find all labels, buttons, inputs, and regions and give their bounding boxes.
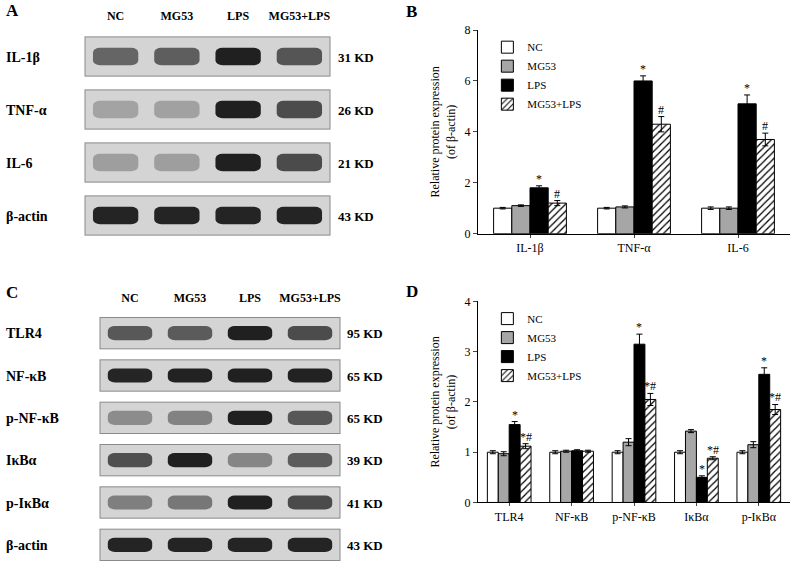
svg-text:*#: *# bbox=[644, 379, 656, 393]
svg-text:43 KD: 43 KD bbox=[347, 538, 383, 553]
svg-text:NC: NC bbox=[107, 9, 124, 23]
svg-text:TLR4: TLR4 bbox=[495, 510, 524, 524]
svg-text:0: 0 bbox=[465, 496, 471, 510]
svg-text:2: 2 bbox=[465, 176, 471, 190]
svg-text:IL-6: IL-6 bbox=[6, 156, 32, 171]
svg-text:NC: NC bbox=[121, 291, 138, 305]
svg-text:1: 1 bbox=[465, 445, 471, 459]
svg-text:*: * bbox=[512, 408, 518, 422]
svg-text:MG53: MG53 bbox=[161, 9, 194, 23]
svg-text:MG53+LPS: MG53+LPS bbox=[279, 291, 341, 305]
svg-text:*: * bbox=[744, 81, 750, 95]
svg-text:β-actin: β-actin bbox=[6, 538, 48, 553]
svg-text:95 KD: 95 KD bbox=[347, 326, 383, 341]
svg-text:IκBα: IκBα bbox=[6, 453, 37, 468]
svg-text:LPS: LPS bbox=[227, 9, 249, 23]
svg-text:LPS: LPS bbox=[527, 351, 546, 363]
svg-text:LPS: LPS bbox=[527, 79, 546, 91]
html-text:B: B bbox=[406, 2, 418, 21]
svg-text:LPS: LPS bbox=[239, 291, 261, 305]
svg-text:*: * bbox=[640, 62, 646, 76]
svg-text:IκBα: IκBα bbox=[684, 510, 709, 524]
svg-text:C: C bbox=[6, 283, 18, 302]
svg-text:MG53: MG53 bbox=[527, 60, 556, 72]
svg-text:8: 8 bbox=[465, 23, 471, 37]
svg-text:TNF-α: TNF-α bbox=[6, 103, 47, 118]
svg-text:NC: NC bbox=[527, 313, 542, 325]
svg-text:65 KD: 65 KD bbox=[347, 369, 383, 384]
svg-text:65 KD: 65 KD bbox=[347, 411, 383, 426]
svg-text:*: * bbox=[536, 172, 542, 186]
svg-text:NC: NC bbox=[527, 41, 542, 53]
svg-text:#: # bbox=[554, 187, 560, 201]
svg-text:#: # bbox=[658, 103, 664, 117]
svg-text:*: * bbox=[699, 462, 705, 476]
svg-text:MG53+LPS: MG53+LPS bbox=[527, 370, 581, 382]
svg-text:p-IκBα: p-IκBα bbox=[6, 496, 49, 511]
svg-text:*#: *# bbox=[520, 430, 532, 444]
svg-text:MG53+LPS: MG53+LPS bbox=[269, 9, 331, 23]
svg-text:#: # bbox=[762, 119, 768, 133]
svg-text:p-NF-κB: p-NF-κB bbox=[6, 411, 59, 426]
svg-text:p-NF-κB: p-NF-κB bbox=[612, 510, 655, 524]
svg-text:43 KD: 43 KD bbox=[338, 209, 374, 224]
svg-text:6: 6 bbox=[465, 74, 471, 88]
svg-text:p-IκBα: p-IκBα bbox=[742, 510, 777, 524]
svg-text:TLR4: TLR4 bbox=[6, 326, 42, 341]
svg-text:2: 2 bbox=[465, 395, 471, 409]
svg-text:*: * bbox=[636, 320, 642, 334]
svg-text:4: 4 bbox=[465, 295, 471, 309]
svg-text:*: * bbox=[761, 354, 767, 368]
svg-text:Relative protein expression(of: Relative protein expression(of β-actin) bbox=[428, 66, 458, 197]
svg-text:NF-κB: NF-κB bbox=[6, 369, 46, 384]
svg-text:41 KD: 41 KD bbox=[347, 496, 383, 511]
svg-text:*#: *# bbox=[707, 443, 719, 457]
svg-text:IL-6: IL-6 bbox=[727, 241, 748, 255]
svg-text:0: 0 bbox=[465, 227, 471, 241]
svg-text:IL-1β: IL-1β bbox=[6, 50, 40, 65]
svg-text:4: 4 bbox=[465, 125, 471, 139]
svg-text:21 KD: 21 KD bbox=[338, 156, 374, 171]
svg-text:MG53+LPS: MG53+LPS bbox=[527, 98, 581, 110]
svg-text:A: A bbox=[6, 1, 19, 20]
svg-text:39 KD: 39 KD bbox=[347, 453, 383, 468]
svg-text:TNF-α: TNF-α bbox=[618, 241, 652, 255]
svg-text:26 KD: 26 KD bbox=[338, 103, 374, 118]
svg-text:MG53: MG53 bbox=[174, 291, 207, 305]
svg-text:*#: *# bbox=[769, 390, 781, 404]
html-text:D: D bbox=[406, 282, 419, 301]
svg-text:β-actin: β-actin bbox=[6, 209, 48, 224]
svg-text:3: 3 bbox=[465, 345, 471, 359]
svg-text:Relative protein expression(of: Relative protein expression(of β-actin) bbox=[428, 336, 458, 467]
svg-text:NF-κB: NF-κB bbox=[555, 510, 588, 524]
svg-text:MG53: MG53 bbox=[527, 332, 556, 344]
svg-text:31 KD: 31 KD bbox=[338, 50, 374, 65]
svg-text:IL-1β: IL-1β bbox=[516, 241, 543, 255]
